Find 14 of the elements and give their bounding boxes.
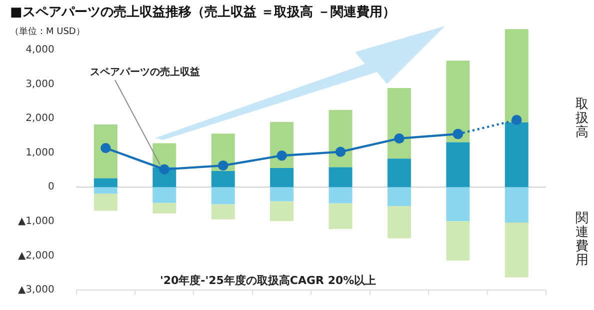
annotation: '20年度-'25年度の取扱高CAGR 20%以上 <box>160 274 376 287</box>
y-tick-label: 3,000 <box>26 78 54 90</box>
annotation: （単位：M USD） <box>10 26 85 37</box>
y-tick-label: ▲3,000 <box>18 284 54 296</box>
y-tick-label: 0 <box>48 182 54 193</box>
y-tick-label: 2,000 <box>26 113 54 124</box>
text: 取扱高 <box>576 97 588 140</box>
annotation: スペアパーツの売上収益 <box>90 66 200 78</box>
y-tick-label: 4,000 <box>26 44 54 56</box>
chart-title: ■スペアパーツの売上収益推移（売上収益 ＝取扱高 －関連費用） <box>10 4 396 20</box>
y-tick-label: 1,000 <box>26 147 54 158</box>
y-tick-label: ▲2,000 <box>18 250 54 262</box>
text: 関連費用 <box>576 211 588 268</box>
y-tick-label: ▲1,000 <box>18 216 54 228</box>
